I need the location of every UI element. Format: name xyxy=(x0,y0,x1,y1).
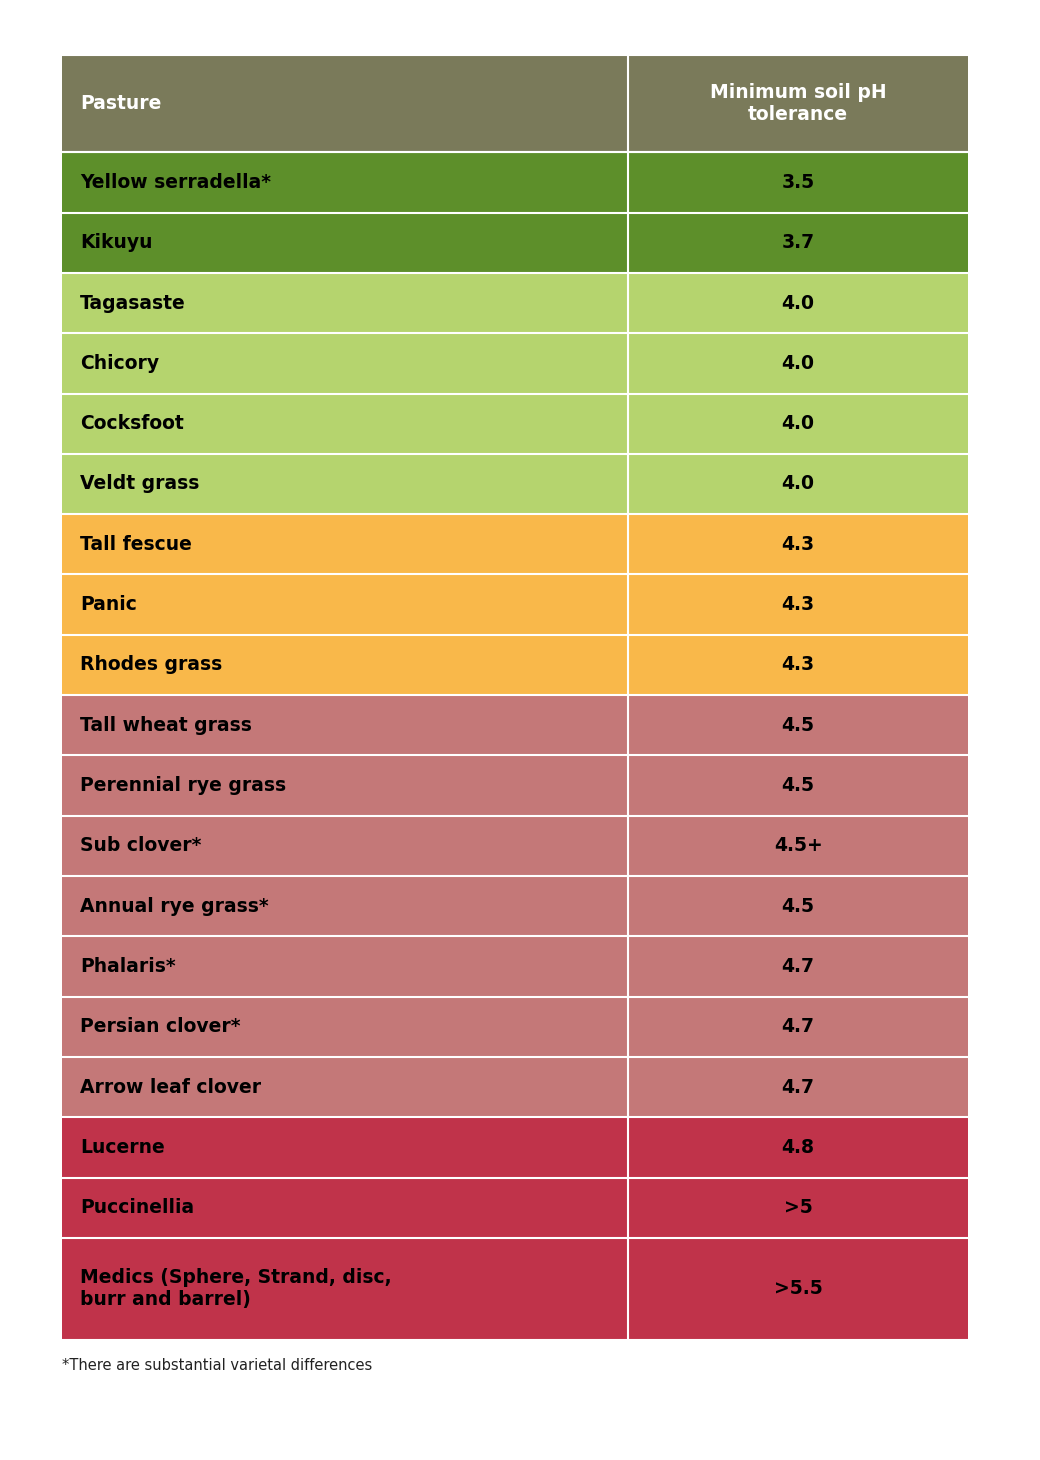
Bar xyxy=(628,695,968,755)
Bar xyxy=(62,213,628,273)
Text: 4.3: 4.3 xyxy=(782,596,814,615)
Bar xyxy=(62,1238,628,1340)
Text: Lucerne: Lucerne xyxy=(80,1137,164,1156)
Bar xyxy=(628,574,968,635)
Bar xyxy=(628,213,968,273)
Bar xyxy=(628,876,968,936)
Text: 4.0: 4.0 xyxy=(782,415,814,434)
Text: *There are substantial varietal differences: *There are substantial varietal differen… xyxy=(62,1358,372,1372)
Bar xyxy=(628,273,968,333)
Bar xyxy=(62,394,628,454)
Bar xyxy=(628,635,968,695)
Text: Phalaris*: Phalaris* xyxy=(80,956,176,975)
Text: >5: >5 xyxy=(784,1199,812,1218)
Bar xyxy=(628,454,968,514)
Text: Persian clover*: Persian clover* xyxy=(80,1018,240,1037)
Text: 4.5: 4.5 xyxy=(782,715,814,734)
Bar xyxy=(62,695,628,755)
Text: 4.5: 4.5 xyxy=(782,777,814,796)
Bar xyxy=(62,1057,628,1117)
Bar xyxy=(628,514,968,574)
Text: Panic: Panic xyxy=(80,596,137,615)
Bar xyxy=(628,1178,968,1238)
Text: Yellow serradella*: Yellow serradella* xyxy=(80,172,271,191)
Text: 3.5: 3.5 xyxy=(782,172,814,191)
Text: 4.7: 4.7 xyxy=(782,956,814,975)
Bar xyxy=(628,152,968,213)
Bar xyxy=(628,333,968,394)
Bar xyxy=(628,755,968,816)
Bar xyxy=(628,394,968,454)
Text: Tagasaste: Tagasaste xyxy=(80,293,186,312)
Text: Medics (Sphere, Strand, disc,
burr and barrel): Medics (Sphere, Strand, disc, burr and b… xyxy=(80,1269,392,1310)
Bar xyxy=(628,1117,968,1178)
Text: 4.3: 4.3 xyxy=(782,534,814,553)
Bar xyxy=(62,1178,628,1238)
Text: 4.3: 4.3 xyxy=(782,656,814,675)
Bar xyxy=(62,574,628,635)
Text: Rhodes grass: Rhodes grass xyxy=(80,656,223,675)
Bar xyxy=(628,816,968,876)
Text: 4.0: 4.0 xyxy=(782,353,814,372)
Text: 4.7: 4.7 xyxy=(782,1077,814,1096)
Text: 4.0: 4.0 xyxy=(782,474,814,493)
Bar xyxy=(62,816,628,876)
Text: Tall wheat grass: Tall wheat grass xyxy=(80,715,252,734)
Bar xyxy=(62,454,628,514)
Bar xyxy=(62,333,628,394)
Text: 4.7: 4.7 xyxy=(782,1018,814,1037)
Bar xyxy=(62,997,628,1057)
Text: Arrow leaf clover: Arrow leaf clover xyxy=(80,1077,261,1096)
Bar xyxy=(62,1117,628,1178)
Text: Kikuyu: Kikuyu xyxy=(80,234,153,253)
Bar xyxy=(628,1057,968,1117)
Text: >5.5: >5.5 xyxy=(774,1279,823,1298)
Text: Chicory: Chicory xyxy=(80,353,159,372)
Text: 4.8: 4.8 xyxy=(782,1137,814,1156)
Bar xyxy=(628,997,968,1057)
Text: 4.5: 4.5 xyxy=(782,896,814,915)
Bar xyxy=(62,936,628,997)
Bar xyxy=(62,635,628,695)
Text: 3.7: 3.7 xyxy=(782,234,814,253)
Text: 4.5+: 4.5+ xyxy=(774,837,823,856)
Text: Perennial rye grass: Perennial rye grass xyxy=(80,777,286,796)
Bar xyxy=(62,876,628,936)
Bar xyxy=(628,1238,968,1340)
Bar xyxy=(628,936,968,997)
Bar xyxy=(62,755,628,816)
Bar xyxy=(62,514,628,574)
Text: Cocksfoot: Cocksfoot xyxy=(80,415,184,434)
Text: Pasture: Pasture xyxy=(80,93,161,112)
Text: Veldt grass: Veldt grass xyxy=(80,474,200,493)
Bar xyxy=(628,55,968,152)
Text: Puccinellia: Puccinellia xyxy=(80,1199,194,1218)
Text: Sub clover*: Sub clover* xyxy=(80,837,202,856)
Text: 4.0: 4.0 xyxy=(782,293,814,312)
Bar xyxy=(62,152,628,213)
Text: Tall fescue: Tall fescue xyxy=(80,534,191,553)
Bar xyxy=(62,273,628,333)
Bar xyxy=(62,55,628,152)
Text: Annual rye grass*: Annual rye grass* xyxy=(80,896,268,915)
Text: Minimum soil pH
tolerance: Minimum soil pH tolerance xyxy=(710,83,886,124)
